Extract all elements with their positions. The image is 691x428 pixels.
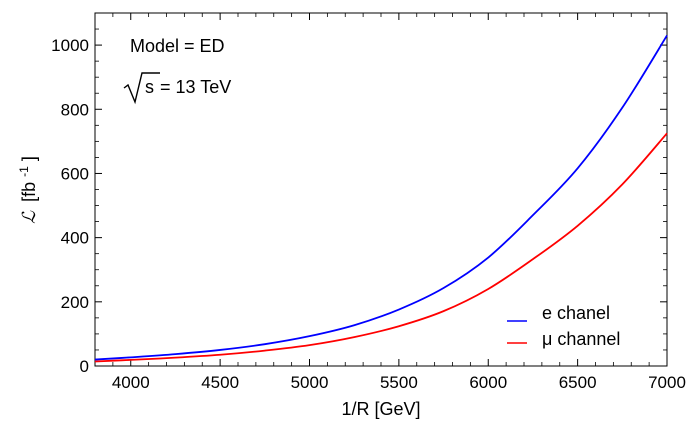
x-tick-label: 4000 [112,373,150,392]
x-tick-label: 5000 [291,373,329,392]
y-axis-symbol: ℒ [19,210,40,224]
energy-annotation: s = 13 TeV [123,72,231,105]
svg-text:ℒ [fb -1 ]: ℒ [fb -1 ] [12,156,40,224]
y-tick-label: 200 [61,293,89,312]
y-tick-label: 600 [61,164,89,183]
y-axis-close: ] [19,156,39,161]
sqrt-symbol [123,72,160,105]
y-axis-exponent: -1 [17,166,31,177]
y-axis-title: ℒ [fb -1 ] [12,156,40,224]
series-line-e-chanel [94,34,668,361]
sqrt-argument: s [145,77,154,97]
legend-label-mu: μ channel [542,329,620,349]
series-lines [94,34,668,363]
y-tick-label: 800 [61,100,89,119]
y-tick-label: 1000 [51,36,89,55]
x-tick-label: 6000 [469,373,507,392]
x-tick-label: 6500 [559,373,597,392]
axis-ticks [94,12,668,367]
x-axis-title: 1/R [GeV] [341,399,420,419]
y-tick-label: 0 [80,357,89,376]
energy-label: = 13 TeV [160,77,231,97]
y-axis-units: [fb [19,182,39,202]
x-tick-label: 5500 [380,373,418,392]
legend-label-e: e chanel [542,303,610,323]
tick-labels: 4000 4500 5000 5500 6000 6500 7000 0 200 400 600 80… [51,36,686,392]
model-annotation: Model = ED [130,36,225,56]
x-tick-label: 4500 [201,373,239,392]
y-tick-label: 400 [61,229,89,248]
legend: e chanel μ channel [507,303,620,349]
x-tick-label: 7000 [648,373,686,392]
series-line-mu-channel [94,132,668,363]
